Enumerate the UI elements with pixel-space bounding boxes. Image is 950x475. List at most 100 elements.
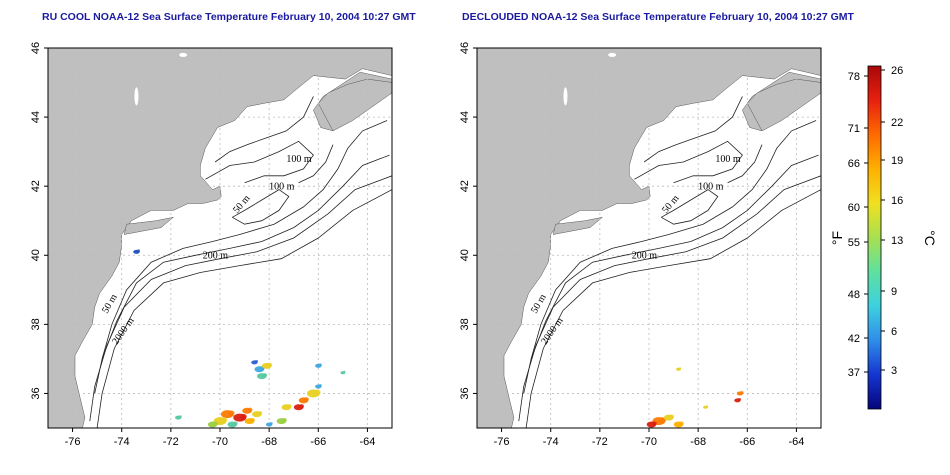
lake [179, 52, 188, 57]
sst-pixel-cluster [267, 362, 273, 367]
sst-pixel-cluster [705, 405, 709, 408]
long-island [552, 217, 603, 235]
contour-label: 100 m [715, 154, 741, 165]
sst-pixel-cluster [228, 410, 235, 416]
sst-pixel-cluster [247, 407, 253, 412]
sst-pixel-cluster [740, 391, 744, 394]
nova-scotia [746, 78, 821, 132]
sst-patches [133, 249, 346, 428]
depth-contour [523, 154, 819, 394]
y-tick-label: 44 [459, 111, 471, 123]
sst-pixel-cluster [220, 417, 228, 423]
y-tick-label: 36 [459, 387, 471, 399]
sst-pixel-cluster [254, 359, 258, 363]
celsius-tick-label: 9 [891, 286, 897, 298]
y-tick-label: 38 [459, 318, 471, 330]
depth-contour [298, 144, 334, 184]
fahrenheit-tick-label: 66 [848, 158, 860, 170]
sst-pixel-cluster [652, 421, 657, 426]
sst-pixel-cluster [262, 373, 268, 378]
sst-pixel-cluster [318, 363, 322, 367]
depth-contour [727, 144, 763, 184]
celsius-tick-label: 19 [891, 155, 903, 167]
sst-pixel-cluster [232, 421, 238, 426]
sst-pixel-cluster [678, 367, 682, 370]
sst-pixel-cluster [679, 421, 684, 426]
celsius-tick-label: 6 [891, 326, 897, 338]
celsius-tick-label: 13 [891, 235, 903, 247]
fahrenheit-tick-label: 48 [848, 289, 860, 301]
celsius-tick-label: 22 [891, 117, 903, 129]
contour-label: 200 m [203, 251, 229, 262]
depth-contour [214, 96, 314, 163]
fahrenheit-tick-label: 78 [848, 71, 860, 83]
depth-contour [518, 175, 821, 422]
sst-pixel-cluster [318, 384, 322, 387]
sst-pixel-cluster [669, 414, 675, 419]
x-tick-label: -74 [543, 436, 559, 448]
sst-pixel-cluster [240, 413, 247, 420]
celsius-ticks: 26 22 19 16 13 9 6 3 [881, 65, 903, 377]
lake [134, 87, 139, 106]
long-island [123, 217, 174, 235]
depth-contour [96, 189, 392, 428]
x-tick-label: -76 [65, 436, 81, 448]
x-tick-label: -64 [359, 436, 375, 448]
x-tick-label: -72 [163, 436, 179, 448]
fahrenheit-label: °F [829, 231, 845, 245]
celsius-tick-label: 3 [891, 365, 897, 377]
sst-pixel-cluster [304, 397, 309, 402]
colorbar-gradient [867, 65, 882, 410]
contour-label: 100 m [269, 182, 295, 193]
depth-contour [205, 140, 314, 184]
x-tick-label: -72 [592, 436, 608, 448]
sst-pixel-cluster [286, 404, 292, 409]
sst-pixel-cluster [282, 417, 287, 423]
nova-scotia [317, 78, 392, 132]
fahrenheit-tick-label: 42 [848, 333, 860, 345]
celsius-label: °C [922, 230, 938, 246]
depth-contour [232, 189, 290, 225]
y-tick-label: 44 [30, 111, 42, 123]
fahrenheit-tick-label: 37 [848, 367, 860, 379]
y-tick-label: 38 [30, 318, 42, 330]
sst-pixel-cluster [737, 397, 742, 401]
x-tick-label: -66 [310, 436, 326, 448]
panel-title-left: RU COOL NOAA-12 Sea Surface Temperature … [42, 11, 416, 23]
sst-pixel-cluster [250, 417, 255, 423]
contour-label: 200 m [632, 251, 658, 262]
sst-pixel-cluster [178, 415, 182, 419]
sst-pixel-cluster [343, 370, 346, 373]
lake [608, 52, 617, 57]
depth-contour [530, 120, 817, 360]
celsius-tick-label: 16 [891, 195, 903, 207]
x-tick-label: -64 [788, 436, 804, 448]
y-tick-label: 46 [30, 42, 42, 54]
sst-pixel-cluster [136, 249, 141, 253]
sst-pixel-cluster [314, 389, 321, 396]
sst-patches [646, 367, 744, 428]
depth-contour [101, 120, 388, 360]
depth-contour [89, 175, 392, 422]
depth-contour [525, 189, 821, 428]
y-tick-label: 42 [30, 180, 42, 192]
sst-pixel-cluster [213, 421, 219, 426]
depth-contour [643, 96, 743, 163]
contour-label: 100 m [286, 154, 312, 165]
sst-pixel-cluster [269, 422, 273, 425]
sst-pixel-cluster [299, 404, 305, 409]
lake [563, 87, 568, 106]
fahrenheit-tick-label: 60 [848, 202, 860, 214]
x-tick-label: -74 [114, 436, 130, 448]
x-tick-label: -76 [494, 436, 510, 448]
contour-label: 100 m [698, 182, 724, 193]
x-tick-label: -68 [261, 436, 277, 448]
depth-contour [94, 154, 390, 394]
y-tick-label: 46 [459, 42, 471, 54]
x-tick-label: -66 [739, 436, 755, 448]
